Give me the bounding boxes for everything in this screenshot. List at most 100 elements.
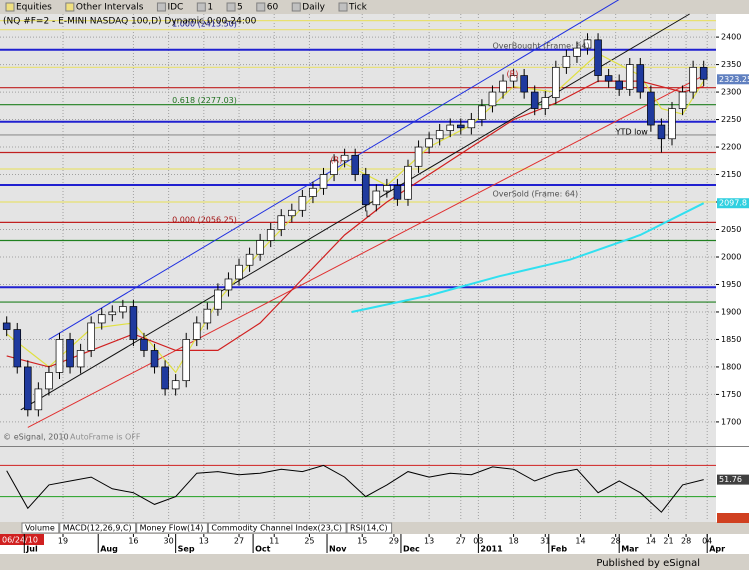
candle-body: [214, 289, 222, 310]
candle-body: [330, 160, 338, 175]
x-tick-label: 28: [611, 537, 621, 546]
moving-average: [351, 202, 705, 313]
candle-body: [583, 39, 592, 49]
candle-body: [182, 339, 190, 382]
toolbar-item[interactable]: Daily: [302, 3, 325, 13]
candle-body: [129, 306, 138, 340]
x-tick-label: 11: [269, 537, 279, 546]
x-tick-label: 30: [164, 537, 174, 546]
price-tag-label: 2097.8: [719, 199, 747, 208]
oscillator-tag-label: 51.76: [719, 475, 742, 484]
x-tick-label: 29: [389, 537, 399, 546]
tab-label[interactable]: Volume: [25, 524, 55, 533]
candle-body: [689, 66, 697, 93]
y-tick-label: 1950: [721, 280, 741, 289]
tab[interactable]: [59, 522, 137, 534]
candle-body: [625, 64, 634, 90]
candle-body: [224, 278, 233, 291]
candle-body: [361, 174, 370, 206]
candle-body: [541, 97, 550, 109]
candle-body: [119, 306, 127, 313]
month-label: Apr: [709, 545, 725, 554]
candle-body: [108, 311, 117, 316]
toolbar-icon: [338, 2, 348, 12]
candle-body: [467, 119, 476, 129]
y-tick-label: 2300: [721, 88, 741, 97]
annotation: OverBought (Frame: 64): [492, 41, 589, 50]
x-tick-label: 25: [304, 537, 314, 546]
candle-body: [161, 366, 169, 390]
x-tick-label: 14: [646, 537, 656, 546]
candle-body: [488, 91, 497, 107]
candle-body: [319, 174, 328, 189]
annotation: AutoFrame is OFF: [70, 432, 141, 441]
month-label: Nov: [329, 545, 347, 554]
annotation: 0.618 (2277.03): [172, 96, 237, 105]
candle-body: [203, 308, 212, 324]
annotation: 0.000 (2056.25): [172, 216, 237, 225]
tab-label[interactable]: RSI(14,C): [350, 524, 388, 533]
candle-body: [288, 209, 296, 217]
x-tick-label: 28: [681, 537, 691, 546]
candle-body: [298, 196, 307, 211]
annotation: YTD low: [615, 128, 649, 137]
x-tick-label: 14: [575, 537, 585, 546]
candle-body: [2, 322, 11, 330]
candle-body: [192, 322, 201, 340]
tab[interactable]: [136, 522, 208, 534]
y-tick-label: 2150: [721, 170, 741, 179]
price-tag: [717, 74, 749, 85]
candle-body: [657, 124, 666, 140]
start-date-box: [0, 534, 44, 545]
y-tick-label: 2050: [721, 225, 741, 234]
date-axis: [0, 534, 749, 554]
plot: 1.000 (2413.50) OverBought (Frame: 64) 0.6…: [0, 0, 716, 441]
annotation: (R): [507, 69, 519, 78]
tab[interactable]: [346, 522, 393, 534]
candle-body: [266, 229, 275, 241]
toolbar-item[interactable]: 60: [267, 3, 279, 13]
tab[interactable]: [207, 522, 347, 534]
candle-body: [256, 240, 264, 255]
trendline: [27, 75, 704, 428]
toolbar-item[interactable]: 1: [207, 3, 213, 13]
candle-body: [594, 39, 602, 76]
tab-label[interactable]: MACD(12,26,9,C): [63, 524, 132, 533]
toolbar-item[interactable]: Other Intervals: [76, 3, 144, 13]
tab-label[interactable]: Commodity Channel Index(23,C): [211, 524, 342, 533]
candle-body: [678, 91, 687, 109]
candle-body: [140, 339, 148, 351]
candle-body: [562, 55, 571, 68]
month-label: Sep: [178, 545, 195, 554]
candle-body: [13, 329, 22, 368]
candle-body: [277, 215, 286, 230]
y-tick-label: 1800: [721, 362, 741, 371]
candle-body: [647, 91, 655, 126]
month-label: 2011: [480, 545, 503, 554]
month-label: Feb: [551, 545, 568, 554]
candle-body: [340, 154, 349, 162]
candle-body: [393, 185, 402, 200]
toolbar-item[interactable]: Equities: [16, 3, 52, 13]
x-tick-label: 21: [663, 537, 673, 546]
tab-label[interactable]: Money Flow(14): [140, 524, 204, 533]
candle-body: [414, 146, 423, 167]
candle-body: [45, 372, 53, 390]
toolbar-item[interactable]: Tick: [348, 3, 368, 13]
toolbar-item[interactable]: 5: [237, 3, 243, 13]
candle-body: [520, 75, 528, 93]
x-tick-label: 15: [357, 537, 367, 546]
oscillator-tag: [717, 474, 749, 485]
annotation: L: [366, 210, 371, 219]
toolbar-item[interactable]: IDC: [167, 3, 183, 13]
candle-body: [150, 350, 159, 368]
candle-body: [235, 264, 243, 280]
candle-body: [404, 165, 412, 200]
tab[interactable]: [21, 522, 60, 534]
trendline: [20, 13, 690, 411]
x-tick-label: 27: [456, 537, 466, 546]
candle-body: [245, 253, 254, 266]
candle-body: [435, 130, 444, 140]
